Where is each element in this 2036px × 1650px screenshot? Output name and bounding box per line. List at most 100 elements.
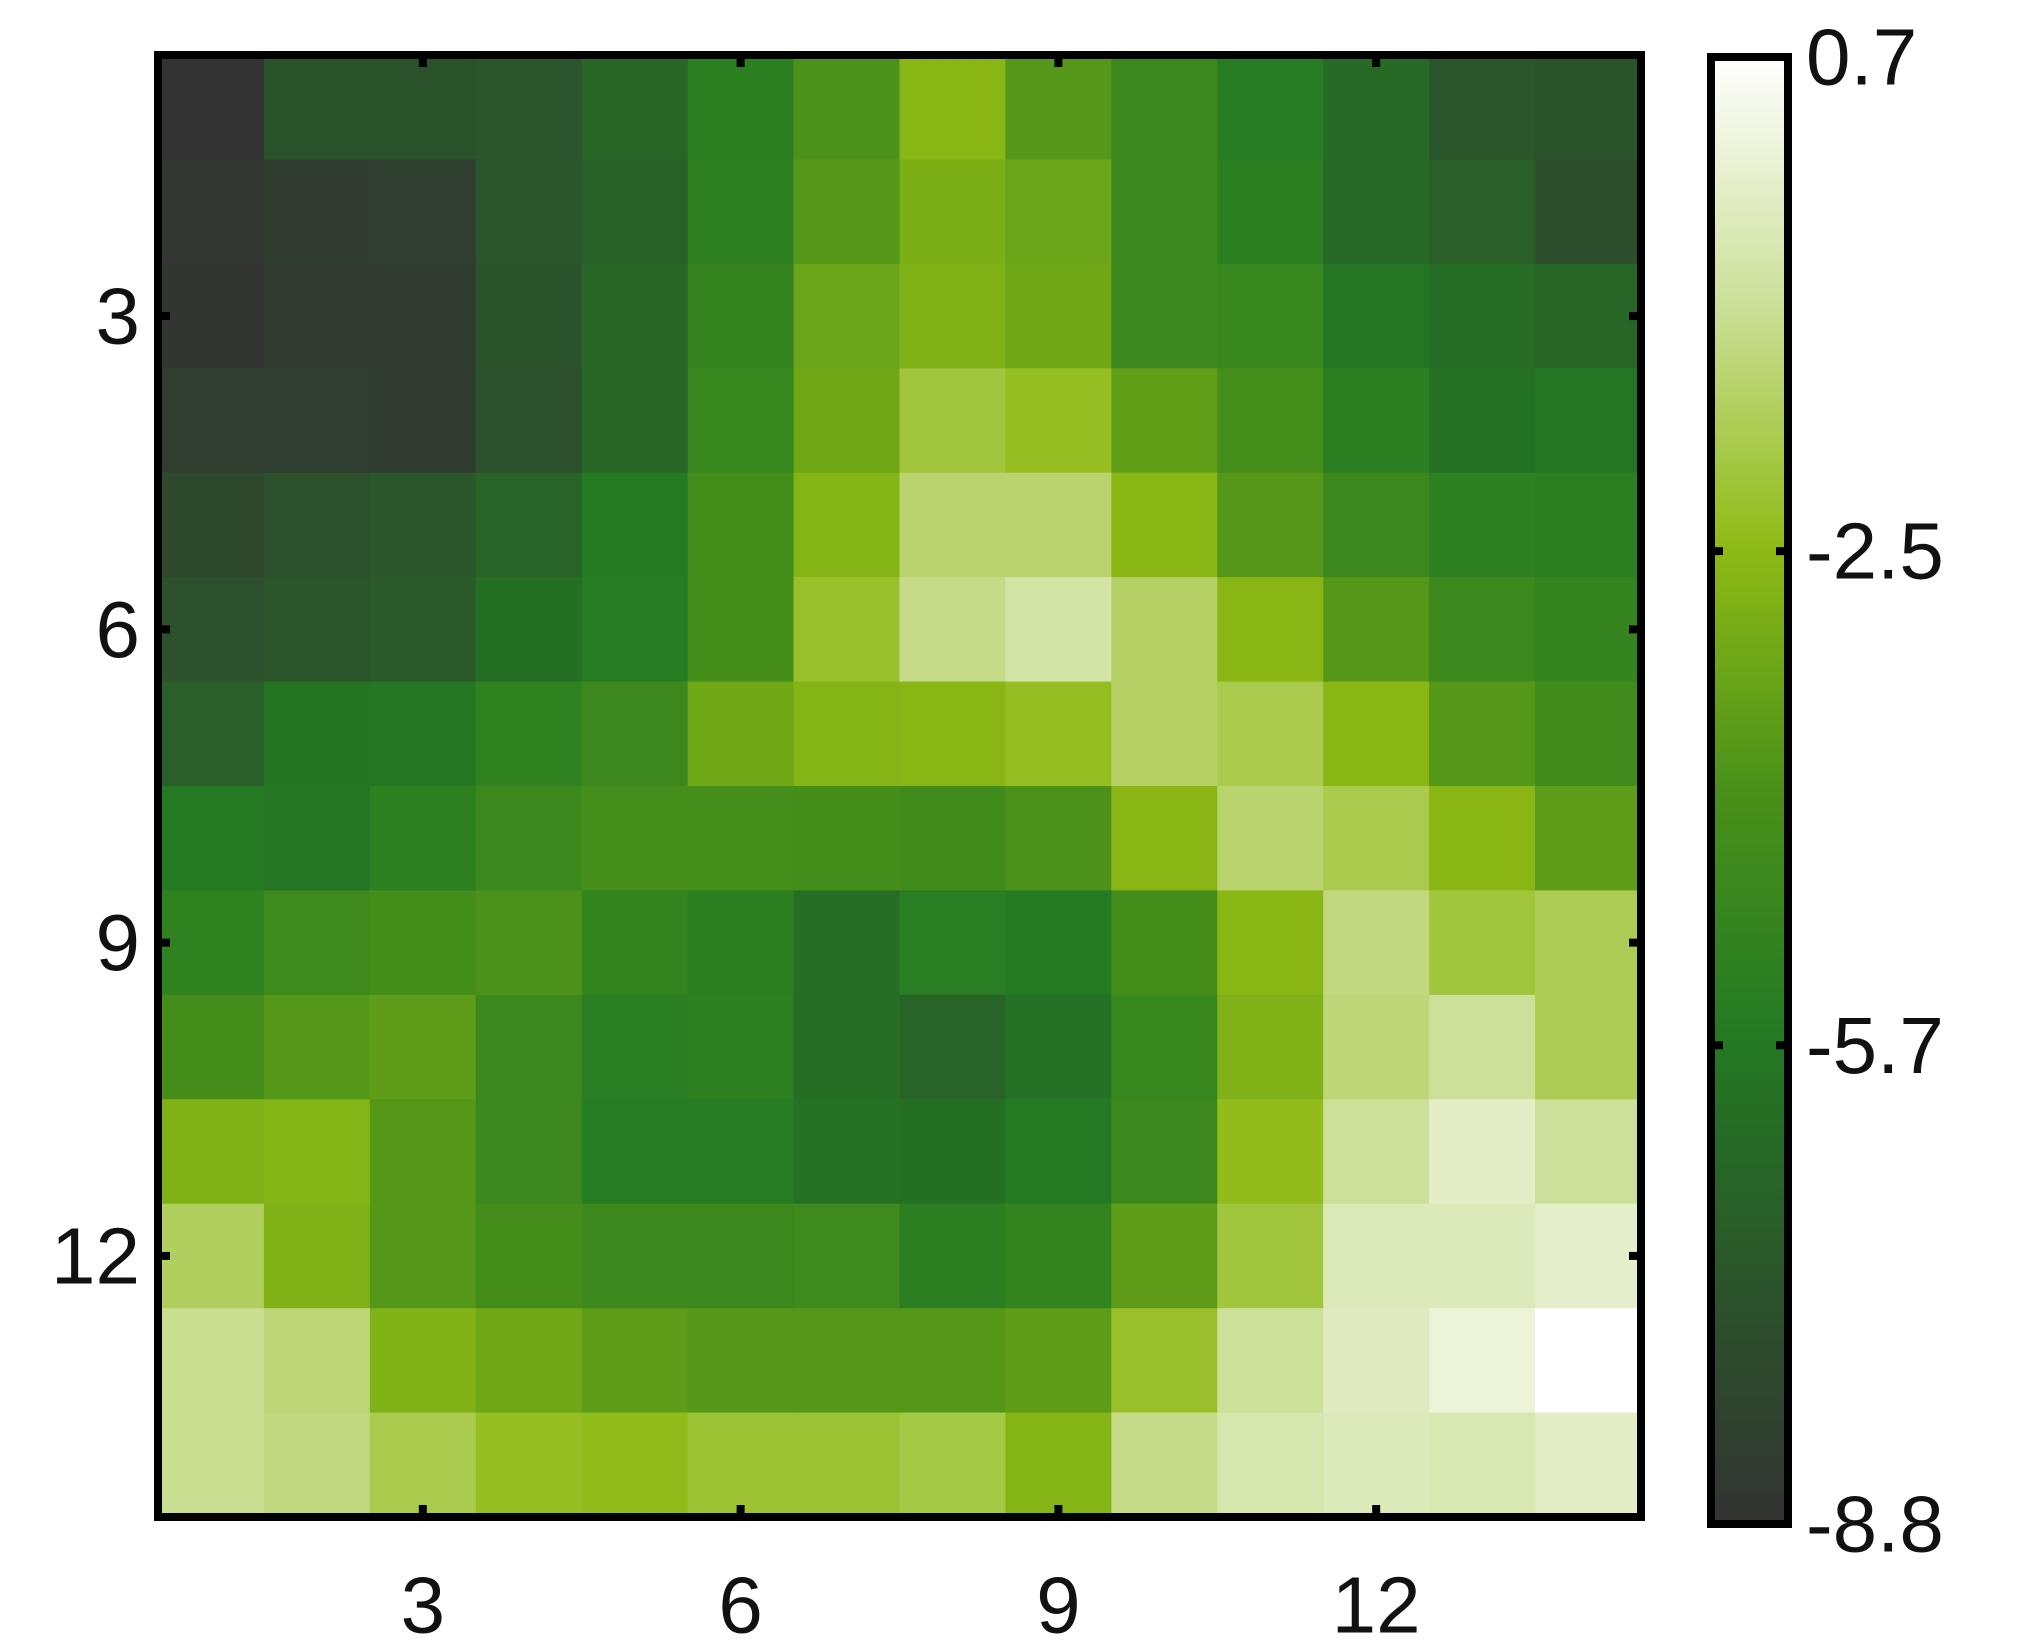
heatmap-cell	[1429, 994, 1536, 1100]
x-tick-label: 9	[1036, 1561, 1081, 1650]
heatmap-cell	[1323, 263, 1430, 369]
heatmap-cell	[475, 786, 583, 892]
heatmap-cell	[158, 994, 265, 1100]
heatmap-cell	[687, 368, 795, 474]
heatmap-cell	[1005, 1203, 1112, 1309]
heatmap-cell	[1217, 1412, 1324, 1518]
heatmap-cell	[158, 368, 265, 474]
heatmap-cell	[687, 1308, 795, 1414]
heatmap-cell	[581, 1203, 689, 1309]
heatmap-cell	[793, 890, 901, 996]
heatmap-cell	[158, 1203, 265, 1309]
heatmap-cell	[1323, 1203, 1430, 1309]
heatmap-cell	[687, 159, 795, 265]
heatmap-cell	[475, 1203, 583, 1309]
heatmap-cell	[581, 368, 689, 474]
heatmap-cell	[263, 1412, 371, 1518]
heatmap-cell	[899, 786, 1007, 892]
heatmap-cell	[1429, 472, 1536, 578]
heatmap-cell	[1323, 472, 1430, 578]
heatmap-cell	[1429, 1099, 1536, 1205]
heatmap-cell	[687, 55, 795, 161]
heatmap-cell	[1217, 472, 1324, 578]
heatmap-cell	[1323, 1308, 1430, 1414]
heatmap-cell	[1111, 1099, 1218, 1205]
heatmap-cell	[1323, 1412, 1430, 1518]
heatmap-cell	[1323, 681, 1430, 787]
heatmap-cell	[1429, 1308, 1536, 1414]
heatmap-cell	[1535, 890, 1642, 996]
heatmap-cell	[581, 681, 689, 787]
heatmap-cell	[687, 681, 795, 787]
heatmap-cell	[263, 786, 371, 892]
heatmap-cell	[1111, 577, 1218, 683]
y-tick-label: 3	[96, 272, 141, 361]
heatmap-cell	[899, 55, 1007, 161]
heatmap-cell	[158, 1099, 265, 1205]
heatmap-cell	[1005, 263, 1112, 369]
heatmap-cell	[1323, 1099, 1430, 1205]
heatmap-cell	[687, 1099, 795, 1205]
heatmap-cell	[369, 159, 477, 265]
heatmap-cell	[1111, 681, 1218, 787]
heatmap-cell	[687, 994, 795, 1100]
heatmap-cell	[793, 55, 901, 161]
heatmap-cell	[1429, 577, 1536, 683]
heatmap-cell	[1111, 368, 1218, 474]
heatmap-cell	[1535, 1308, 1642, 1414]
heatmap-cell	[793, 263, 901, 369]
heatmap-cell	[263, 577, 371, 683]
heatmap-cell	[1111, 55, 1218, 161]
heatmap-cell	[1005, 890, 1112, 996]
heatmap-cell	[1005, 55, 1112, 161]
colorbar-tick-label: -2.5	[1806, 507, 1944, 596]
heatmap-cell	[475, 994, 583, 1100]
heatmap-cell	[899, 263, 1007, 369]
heatmap-cell	[369, 577, 477, 683]
heatmap-cell	[1535, 681, 1642, 787]
heatmap-cell	[1323, 786, 1430, 892]
heatmap-cell	[1429, 786, 1536, 892]
heatmap-cell	[1217, 1308, 1324, 1414]
heatmap-cell	[263, 472, 371, 578]
heatmap-cell	[581, 159, 689, 265]
heatmap-cell	[793, 994, 901, 1100]
heatmap-cell	[793, 1308, 901, 1414]
heatmap-cell	[475, 159, 583, 265]
heatmap-cell	[899, 368, 1007, 474]
x-tick-label: 3	[401, 1561, 446, 1650]
heatmap-cell	[158, 55, 265, 161]
heatmap-cell	[793, 681, 901, 787]
heatmap-cell	[1429, 1203, 1536, 1309]
heatmap-cell	[263, 1099, 371, 1205]
heatmap-cell	[1217, 786, 1324, 892]
colorbar-tick-label: 0.7	[1806, 13, 1917, 102]
heatmap-cell	[1005, 1099, 1112, 1205]
heatmap-cell	[581, 1308, 689, 1414]
heatmap-cell	[475, 55, 583, 161]
heatmap-cell	[369, 263, 477, 369]
heatmap-cell	[899, 994, 1007, 1100]
heatmap-cell	[158, 159, 265, 265]
y-tick-label: 12	[51, 1211, 140, 1300]
heatmap-cell	[475, 1308, 583, 1414]
heatmap-cell	[263, 1308, 371, 1414]
heatmap-cell	[369, 368, 477, 474]
heatmap-cell	[475, 681, 583, 787]
heatmap-cell	[899, 1412, 1007, 1518]
heatmap-cell	[263, 681, 371, 787]
heatmap-cell	[1535, 786, 1642, 892]
heatmap-cell	[1323, 55, 1430, 161]
heatmap-cell	[1005, 994, 1112, 1100]
heatmap-cell	[1217, 263, 1324, 369]
heatmap-cell	[369, 681, 477, 787]
heatmap-cell	[1323, 368, 1430, 474]
heatmap-cell	[1111, 472, 1218, 578]
heatmap-cell	[263, 159, 371, 265]
heatmap-cell	[687, 263, 795, 369]
heatmap-cell	[687, 890, 795, 996]
heatmap-cell	[1535, 368, 1642, 474]
heatmap-cell	[899, 577, 1007, 683]
plot-frame	[154, 51, 1645, 1521]
heatmap-cell	[899, 890, 1007, 996]
